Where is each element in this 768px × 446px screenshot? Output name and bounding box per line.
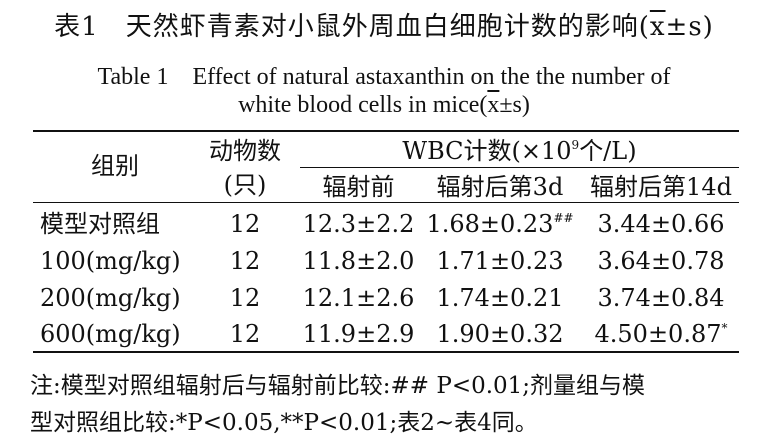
header-animals-unit: (只) bbox=[223, 171, 267, 199]
row2-after3: 1.71±0.23 bbox=[436, 247, 564, 275]
row2-after14: 3.64±0.78 bbox=[597, 247, 725, 275]
row3-group: 200(mg/kg) bbox=[40, 284, 181, 312]
table-caption-english-line2: white blood cells in mice(x±s) bbox=[238, 92, 530, 118]
row3-n: 12 bbox=[229, 284, 261, 312]
table-caption-chinese: 表1 天然虾青素对小鼠外周血白细胞计数的影响(x±s) bbox=[54, 12, 714, 42]
row2-before: 11.8±2.0 bbox=[302, 247, 415, 275]
row4-after3: 1.90±0.32 bbox=[436, 320, 564, 348]
table-header-sub-rule bbox=[300, 167, 739, 168]
row4-group: 600(mg/kg) bbox=[40, 320, 181, 348]
row2-group: 100(mg/kg) bbox=[40, 247, 181, 275]
header-after-day14: 辐射后第14d bbox=[590, 173, 732, 201]
row3-before: 12.1±2.6 bbox=[302, 284, 415, 312]
header-before-radiation: 辐射前 bbox=[322, 173, 395, 201]
row1-before: 12.3±2.2 bbox=[302, 210, 415, 238]
header-animals: 动物数 bbox=[209, 137, 281, 165]
table-note-line2: 型对照组比较:*P<0.05,**P<0.01;表2~表4同。 bbox=[30, 410, 538, 436]
row1-after14: 3.44±0.66 bbox=[597, 210, 725, 238]
row3-after3: 1.74±0.21 bbox=[436, 284, 564, 312]
row1-n: 12 bbox=[229, 210, 261, 238]
significance-mark: ## bbox=[553, 211, 574, 225]
table-note-line1: 注:模型对照组辐射后与辐射前比较:## P<0.01;剂量组与模 bbox=[30, 373, 646, 399]
row3-after14: 3.74±0.84 bbox=[597, 284, 725, 312]
table-top-rule bbox=[33, 130, 739, 132]
table-caption-english-line1: Table 1 Effect of natural astaxanthin on… bbox=[97, 64, 671, 90]
row2-n: 12 bbox=[229, 247, 261, 275]
header-group: 组别 bbox=[91, 152, 139, 180]
significance-mark: * bbox=[721, 321, 728, 335]
row4-n: 12 bbox=[229, 320, 261, 348]
header-after-day3: 辐射后第3d bbox=[436, 173, 564, 201]
header-wbc: WBC计数(×109个/L) bbox=[402, 137, 637, 165]
table-bottom-rule bbox=[33, 351, 739, 353]
row4-after14: 4.50±0.87* bbox=[594, 320, 728, 348]
table-header-rule bbox=[33, 202, 739, 203]
row1-after3: 1.68±0.23## bbox=[426, 210, 574, 238]
row1-group: 模型对照组 bbox=[40, 210, 160, 238]
row4-before: 11.9±2.9 bbox=[302, 320, 415, 348]
